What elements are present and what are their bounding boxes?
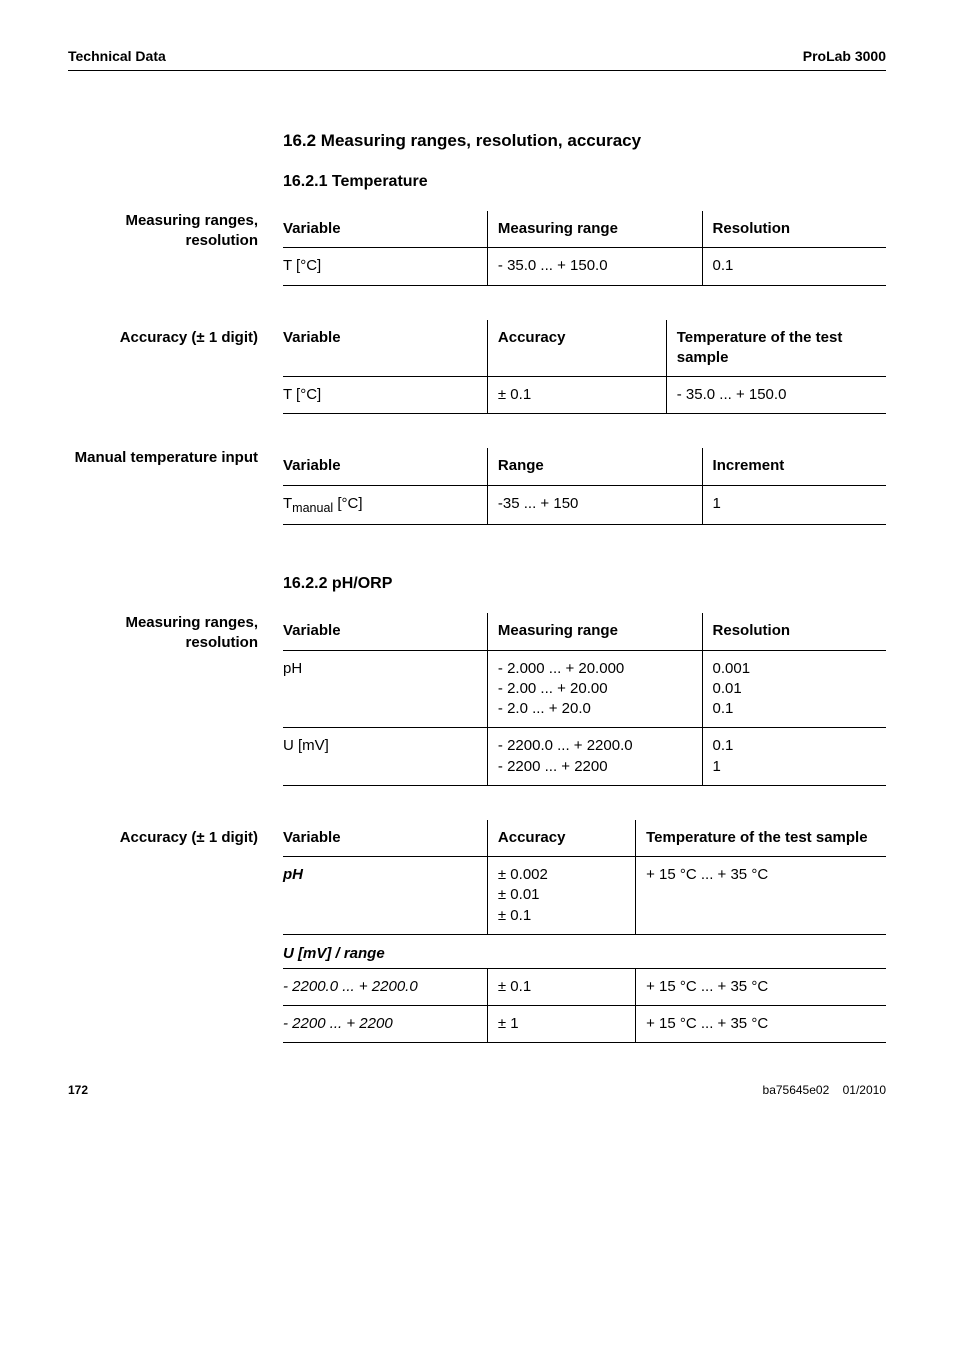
label-manual-temp: Manual temperature input [68, 448, 283, 468]
th-resolution: Resolution [702, 211, 886, 248]
cell: 1 [702, 485, 886, 525]
cell: T [°C] [283, 377, 487, 414]
th-variable: Variable [283, 320, 487, 377]
cell: ± 0.1 [487, 968, 635, 1005]
header-left: Technical Data [68, 48, 166, 64]
cell: + 15 °C ... + 35 °C [636, 857, 886, 935]
cell: - 2200 ... + 2200 [283, 1006, 487, 1043]
footer-page: 172 [68, 1083, 88, 1097]
cell: pH [283, 650, 487, 728]
label-accuracy: Accuracy (± 1 digit) [68, 320, 283, 348]
block-manual-temp: Manual temperature input Variable Range … [68, 448, 886, 525]
cell: -35 ... + 150 [487, 485, 702, 525]
page-header: Technical Data ProLab 3000 [68, 48, 886, 71]
cell: - 2200.0 ... + 2200.0 - 2200 ... + 2200 [487, 728, 702, 786]
cell: ± 1 [487, 1006, 635, 1043]
table-temp-acc: Variable Accuracy Temperature of the tes… [283, 320, 886, 415]
th-variable: Variable [283, 613, 487, 650]
label-meas-ranges: Measuring ranges, resolution [68, 613, 283, 652]
cell: - 35.0 ... + 150.0 [666, 377, 886, 414]
th-resolution: Resolution [702, 613, 886, 650]
cell: Tmanual [°C] [283, 485, 487, 525]
block-temp-acc: Accuracy (± 1 digit) Variable Accuracy T… [68, 320, 886, 415]
ph-acc-wrapper: Variable Accuracy Temperature of the tes… [283, 820, 886, 1044]
section-heading: 16.2 Measuring ranges, resolution, accur… [283, 131, 886, 151]
cell: 0.001 0.01 0.1 [702, 650, 886, 728]
subsection-ph-orp: 16.2.2 pH/ORP [283, 575, 886, 593]
block-ph-acc: Accuracy (± 1 digit) Variable Accuracy T… [68, 820, 886, 1044]
th-accuracy: Accuracy [487, 320, 666, 377]
cell: T [°C] [283, 248, 487, 285]
subsection-temperature: 16.2.1 Temperature [283, 173, 886, 191]
th-increment: Increment [702, 448, 886, 485]
sub-caption-umv: U [mV] / range [283, 945, 886, 962]
cell: U [mV] [283, 728, 487, 786]
page: Technical Data ProLab 3000 16.2 Measurin… [0, 0, 954, 1127]
label-accuracy: Accuracy (± 1 digit) [68, 820, 283, 848]
cell: 0.1 [702, 248, 886, 285]
cell: ± 0.002 ± 0.01 ± 0.1 [487, 857, 635, 935]
page-footer: 172 ba75645e02 01/2010 [68, 1083, 886, 1097]
th-range: Measuring range [487, 613, 702, 650]
cell: pH [283, 857, 487, 935]
label-meas-ranges: Measuring ranges, resolution [68, 211, 283, 250]
table-manual-temp: Variable Range Increment Tmanual [°C] -3… [283, 448, 886, 525]
header-right: ProLab 3000 [803, 48, 886, 64]
cell: + 15 °C ... + 35 °C [636, 968, 886, 1005]
th-accuracy: Accuracy [487, 820, 635, 857]
cell: 0.1 1 [702, 728, 886, 786]
th-variable: Variable [283, 211, 487, 248]
th-variable: Variable [283, 820, 487, 857]
block-ph-meas: Measuring ranges, resolution Variable Me… [68, 613, 886, 786]
block-temp-meas: Measuring ranges, resolution Variable Me… [68, 211, 886, 286]
th-range: Measuring range [487, 211, 702, 248]
th-variable: Variable [283, 448, 487, 485]
th-temp-sample: Temperature of the test sample [666, 320, 886, 377]
th-range: Range [487, 448, 702, 485]
cell: - 35.0 ... + 150.0 [487, 248, 702, 285]
footer-right: ba75645e02 01/2010 [763, 1083, 886, 1097]
table-ph-acc-sub: - 2200.0 ... + 2200.0 ± 0.1 + 15 °C ... … [283, 968, 886, 1044]
cell: - 2.000 ... + 20.000 - 2.00 ... + 20.00 … [487, 650, 702, 728]
table-ph-acc: Variable Accuracy Temperature of the tes… [283, 820, 886, 935]
table-temp-meas: Variable Measuring range Resolution T [°… [283, 211, 886, 286]
cell: ± 0.1 [487, 377, 666, 414]
cell: + 15 °C ... + 35 °C [636, 1006, 886, 1043]
cell: - 2200.0 ... + 2200.0 [283, 968, 487, 1005]
table-ph-meas: Variable Measuring range Resolution pH -… [283, 613, 886, 786]
th-temp-sample: Temperature of the test sample [636, 820, 886, 857]
